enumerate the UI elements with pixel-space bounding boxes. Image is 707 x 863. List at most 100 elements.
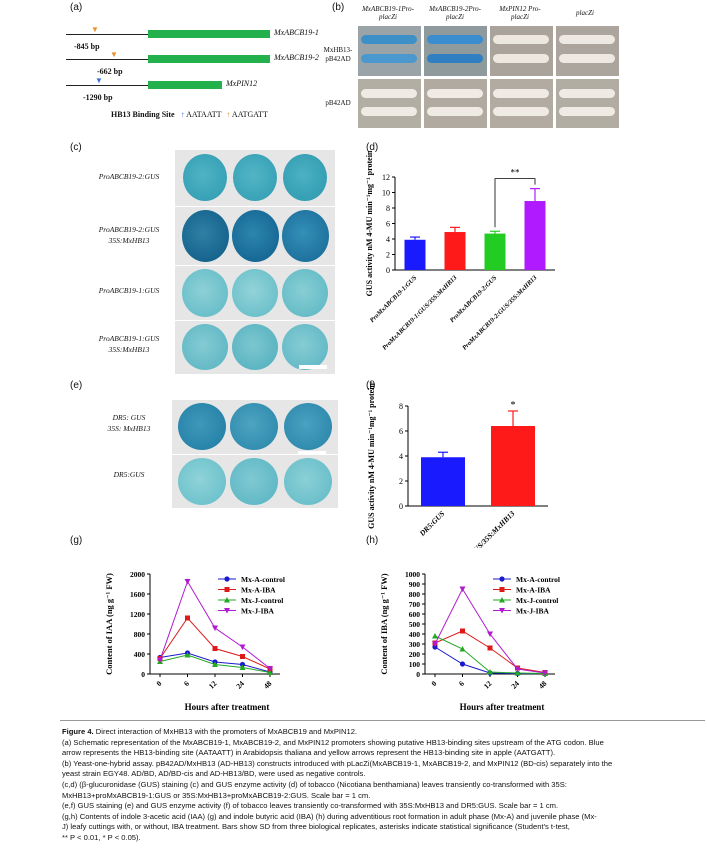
- x-tick-label: 6: [457, 679, 466, 688]
- promoter-schematic: ▼ MxABCB19-1 -845 bp ▼ MxABCB19-2 -662 b…: [66, 15, 336, 125]
- caption-line: J) leafy cuttings with, or without, IBA …: [62, 822, 570, 832]
- y-axis-label: Content of IBA (ng g⁻¹ FW): [379, 573, 389, 674]
- y1h-row-label: MxHB13- pB42AD: [320, 46, 356, 64]
- y-tick-label: 0: [141, 670, 145, 679]
- leaf-disc: [282, 324, 328, 370]
- series-line: [434, 630, 546, 673]
- significance-bracket: [494, 178, 536, 228]
- caption-title-text: Direct interaction of MxHB13 with the pr…: [95, 727, 358, 736]
- x-axis-label: Hours after treatment: [185, 702, 270, 712]
- legend-label: Mx-J-control: [241, 596, 283, 605]
- leaf-disc: [230, 403, 278, 450]
- data-point: [224, 608, 230, 614]
- data-point: [487, 645, 493, 651]
- y-tick-label: 700: [409, 600, 421, 609]
- legend-label: Mx-A-IBA: [241, 586, 276, 595]
- orange-binding-arrow-icon: ▼: [91, 25, 99, 34]
- data-point: [224, 576, 230, 582]
- yeast-plate-white: [556, 79, 619, 128]
- gene-box: [148, 55, 270, 63]
- caption-line: (a) Schematic representation of the MxAB…: [62, 737, 604, 747]
- construct-label: ProABCB19-1:GUS: [98, 286, 160, 295]
- data-point: [185, 615, 190, 621]
- y1h-column-label: MxPIN12 Pro- placZi: [487, 5, 553, 21]
- column-label-line: placZi: [576, 9, 594, 17]
- y-tick-label: 500: [409, 620, 421, 629]
- leaf-disc: [232, 269, 278, 317]
- y-tick-label: 300: [409, 640, 421, 649]
- y1h-column-label: MxABCB19-2Pro- placZi: [422, 5, 488, 21]
- data-point: [459, 586, 466, 592]
- y-tick-label: 200: [409, 650, 421, 659]
- panel-label-c: (c): [70, 142, 82, 153]
- data-point: [157, 657, 163, 663]
- x-category-label: DR5:GUS/35S:MxHB13: [455, 509, 516, 548]
- leaf-disc: [232, 324, 278, 370]
- panel-label-e: (e): [70, 380, 83, 391]
- y-tick-label: 400: [134, 650, 146, 659]
- y-tick-label: 400: [409, 630, 421, 639]
- orange-arrow-icon: ↑: [226, 110, 231, 119]
- data-point: [542, 670, 548, 676]
- caption-line: (c,d) (β-glucuronidase (GUS) staining (c…: [62, 779, 567, 789]
- yeast-plate-blue: [358, 26, 421, 76]
- bar: [491, 426, 535, 506]
- gene-box: [148, 30, 270, 38]
- legend-label: Mx-A-control: [241, 575, 285, 584]
- y-tick-label: 600: [409, 610, 421, 619]
- construct-label: ProABCB19-2:GUS: [98, 172, 160, 181]
- caption-line: yeast strain EGY48. AD/BD, AD/BD-cis and…: [62, 769, 366, 779]
- x-tick-label: 0: [154, 679, 163, 688]
- data-point: [499, 597, 505, 603]
- bar: [404, 239, 426, 270]
- legend-label: Mx-A-control: [516, 575, 560, 584]
- data-point: [212, 646, 218, 651]
- data-point: [212, 661, 218, 667]
- data-point: [514, 670, 521, 676]
- y-tick-label: 800: [409, 590, 421, 599]
- leaf-disc: [183, 154, 227, 201]
- y-tick-label: 6: [386, 220, 390, 229]
- data-point: [224, 587, 230, 592]
- gus-activity-chart-d: 024681012ProMxABCB19-1:GUSProMxABCB19-1:…: [365, 150, 555, 352]
- gene-box: [148, 81, 222, 89]
- iaa-content-chart-g: 0 400 800 1200 1600 2000 0 6 12 24 48 Content of IA…: [104, 570, 285, 712]
- data-point: [240, 654, 245, 659]
- x-tick-label: 0: [429, 679, 438, 688]
- construct-label: ProABCB19-1:GUS: [98, 334, 160, 343]
- construct-label: ProABCB19-2:GUS: [98, 225, 160, 234]
- promoter-line: [66, 34, 148, 35]
- construct-label: DR5:GUS: [113, 470, 145, 479]
- data-point: [514, 666, 521, 672]
- column-label-line: MxABCB19-1Pro-: [362, 5, 414, 13]
- panel-label-f: (f): [366, 380, 376, 391]
- bar: [524, 201, 546, 270]
- y1h-column-label: MxABCB19-1Pro- placZi: [355, 5, 421, 21]
- y-tick-label: 2: [386, 251, 390, 260]
- series-line: [159, 580, 271, 669]
- yeast-plate-white: [358, 79, 421, 128]
- panel-label-b: (b): [332, 2, 345, 13]
- y1h-plate-grid: [358, 26, 620, 128]
- leaf-disc: [230, 458, 278, 505]
- y-tick-label: 100: [409, 660, 421, 669]
- panel-label-g: (g): [70, 535, 83, 546]
- y-tick-label: 900: [409, 580, 421, 589]
- leaf-disc: [284, 403, 332, 450]
- blue-binding-arrow-icon: ▼: [95, 76, 103, 85]
- legend-label: Mx-A-IBA: [516, 586, 551, 595]
- leaf-disc: [283, 154, 327, 201]
- caption-line: (b) Yeast-one-hybrid assay. pB42AD/MxHB1…: [62, 758, 613, 768]
- column-label-line: MxABCB19-2Pro-: [429, 5, 481, 13]
- column-label-line: placZi: [511, 13, 529, 21]
- bar: [421, 457, 465, 506]
- data-point: [267, 669, 273, 675]
- leaf-disc: [182, 269, 228, 317]
- y-tick-label: 4: [386, 235, 390, 244]
- significance-marker: **: [511, 168, 521, 178]
- row-label-line: pB42AD: [325, 99, 351, 107]
- construct-label: DR5: GUS: [112, 413, 146, 422]
- y-axis-label: Content of IAA (ng g⁻¹ FW): [104, 573, 114, 675]
- gus-row-label: ProABCB19-2:GUS 35S:MxHB13: [84, 224, 174, 246]
- scale-bar: [299, 365, 327, 369]
